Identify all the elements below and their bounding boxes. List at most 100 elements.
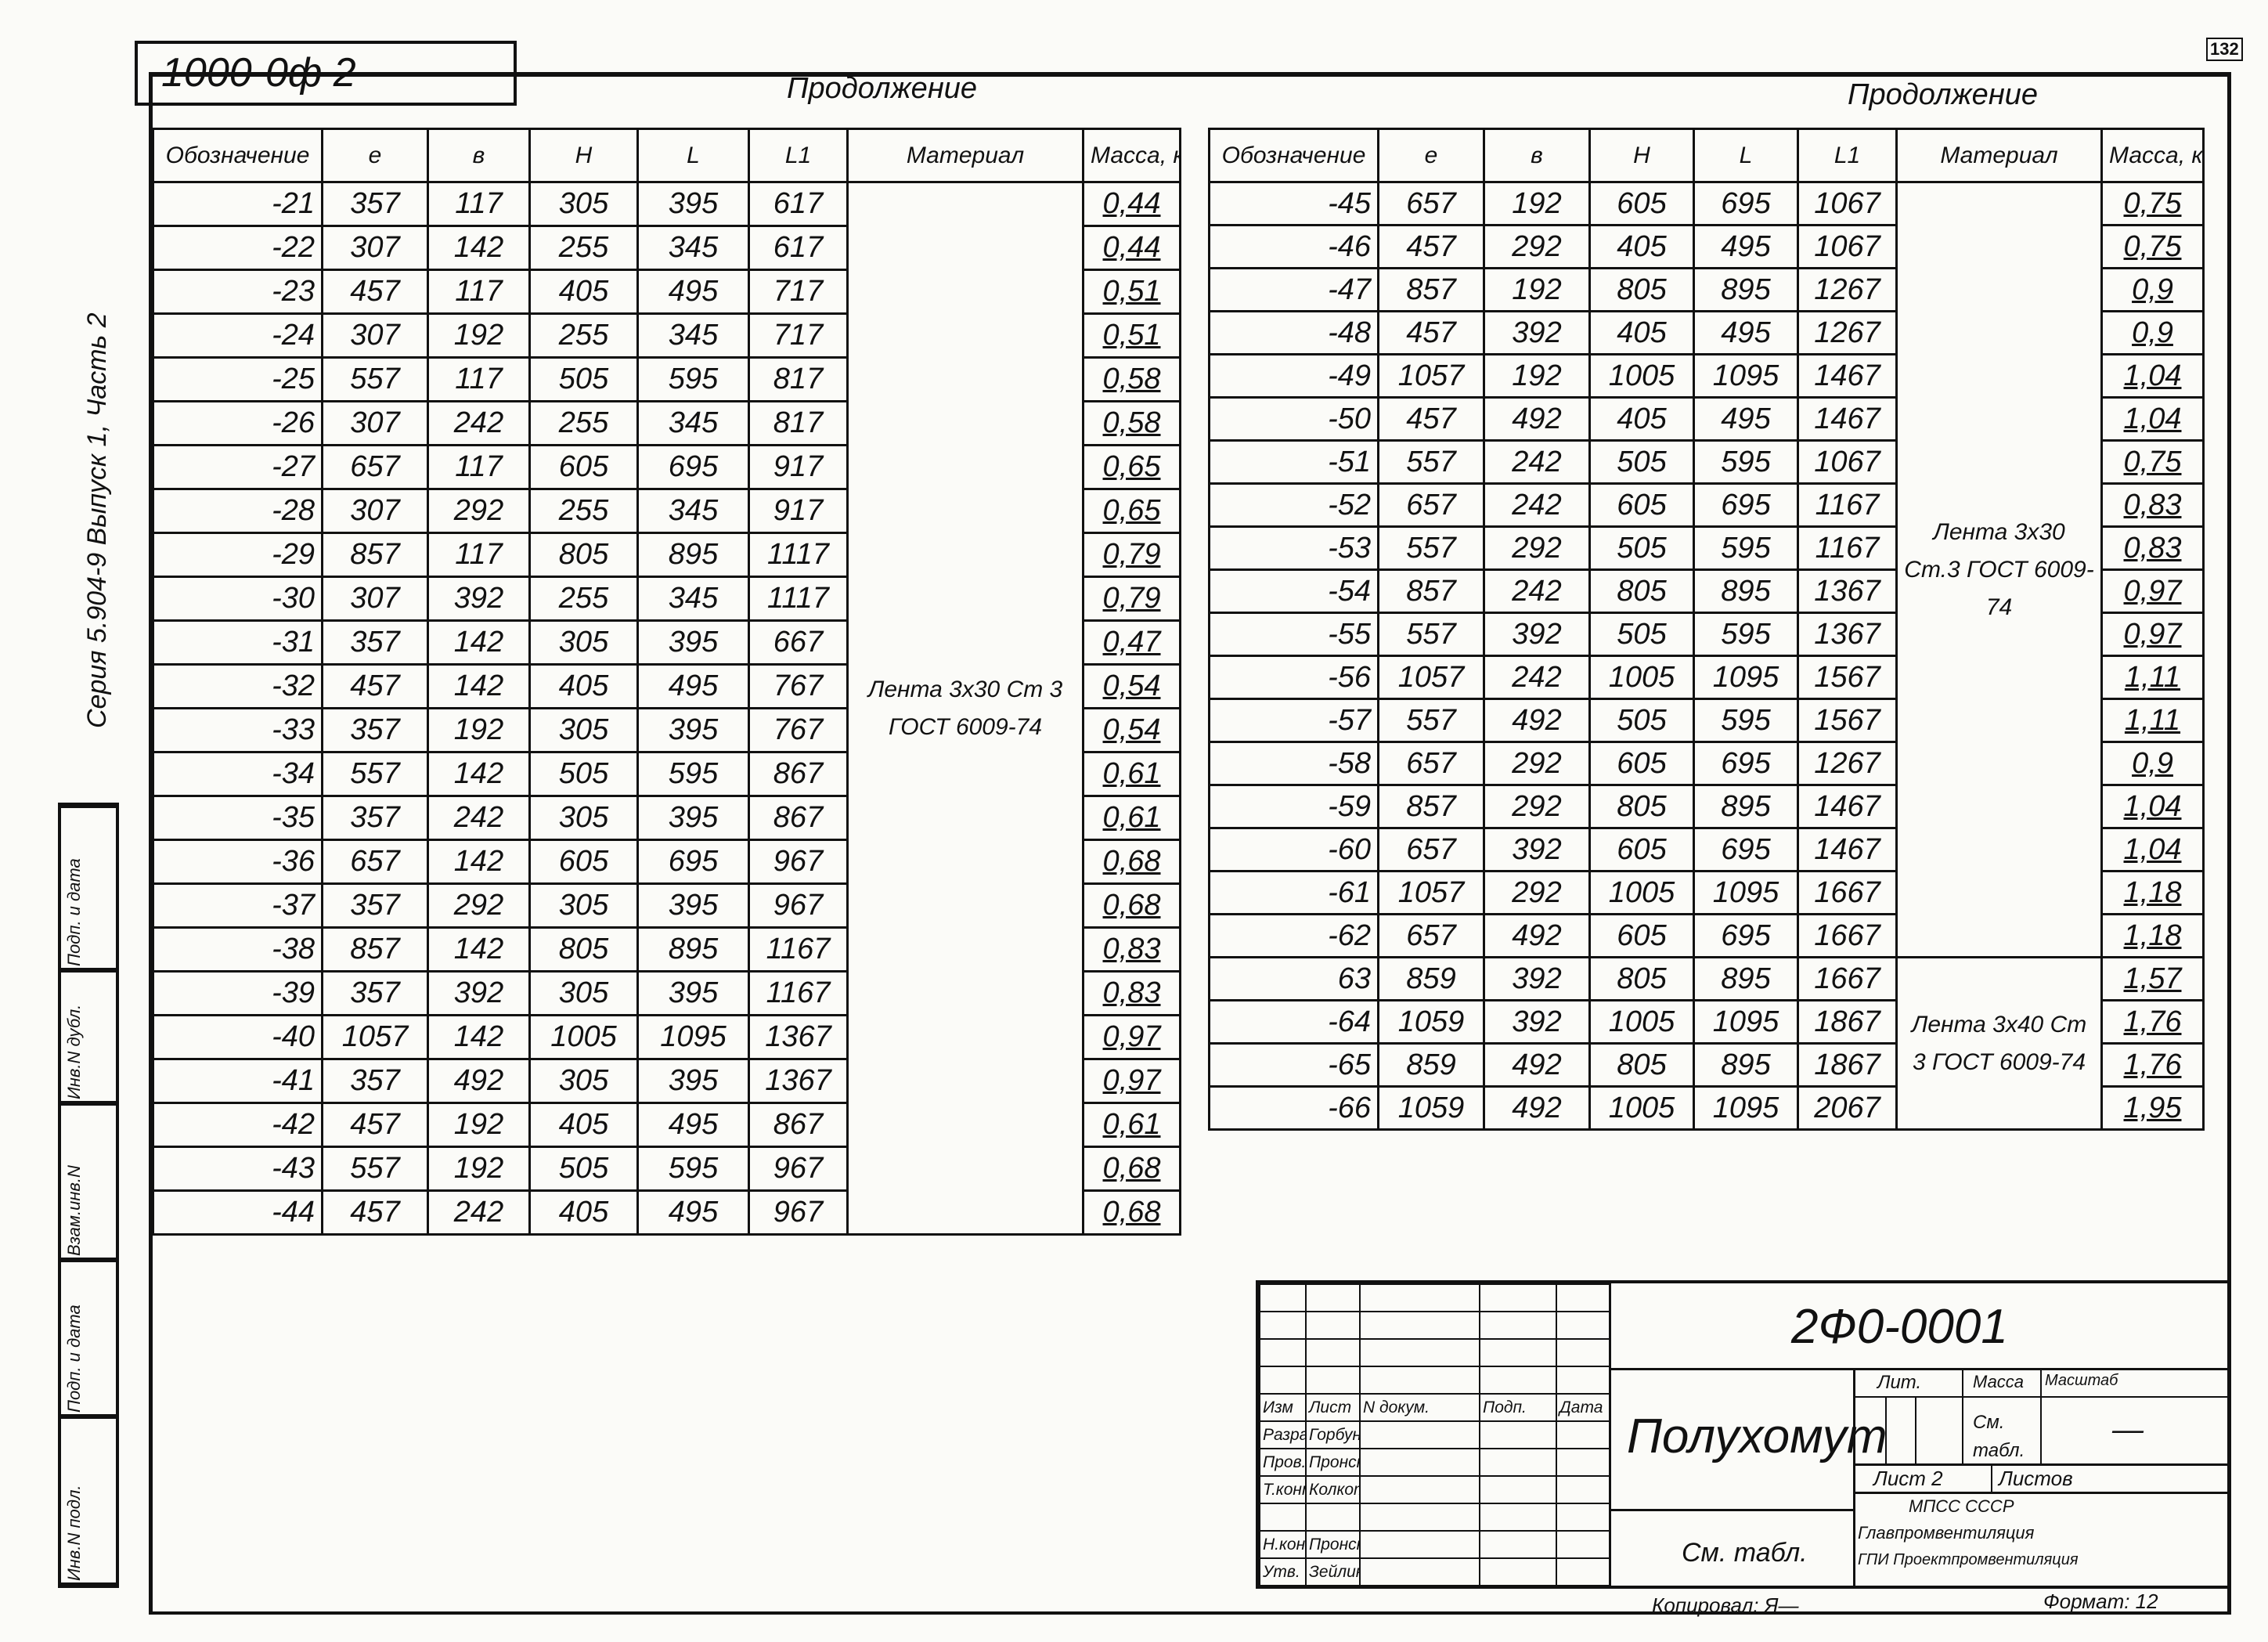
revision-cell [1479,1420,1557,1449]
cell-mass: 0,61 [1082,795,1181,841]
cell-h: 1005 [1588,353,1695,399]
cell-h: 505 [528,356,639,402]
cell-designation: -56 [1208,655,1379,700]
cell-e: 857 [1377,784,1485,829]
column-header-designation: Обозначение [152,128,323,183]
material-text: Лента 3x40 Ст 3 ГОСТ 6009-74 [1911,1011,2087,1075]
cell-l: 1095 [636,1014,750,1060]
cell-designation: -53 [1208,525,1379,571]
cell-b: 392 [427,576,531,622]
revision-cell: Горбунова [1305,1420,1361,1449]
cell-l1: 1117 [748,576,849,622]
revision-cell: Т.контр. [1259,1475,1307,1504]
cell-l: 695 [1693,741,1799,786]
cell-b: 242 [427,1189,531,1236]
cell-mass: 0,97 [2100,612,2205,657]
cell-e: 357 [321,181,429,227]
revision-cell [1305,1503,1361,1532]
cell-l1: 1267 [1797,267,1898,312]
cell-designation: -21 [152,181,323,227]
revision-row: Утв.Зейликман [1259,1557,1610,1586]
revision-cell [1479,1475,1557,1504]
table-row: -44 457 242 405 495 967 0,68 [152,1189,1181,1236]
cell-h: 305 [528,970,639,1016]
table-row: -43 557 192 505 595 967 0,68 [152,1146,1181,1192]
cell-mass: 0,65 [1082,488,1181,534]
cell-h: 805 [1588,956,1695,1001]
cell-b: 192 [427,1102,531,1148]
cell-l1: 1167 [748,926,849,973]
cell-l: 695 [1693,181,1799,226]
table-row: -66 1059 492 1005 1095 2067 1,95 [1208,1085,2205,1131]
revision-cell: Дата [1556,1393,1610,1422]
table-row: -48 457 392 405 495 1267 0,9 [1208,310,2205,355]
revision-cell [1556,1283,1610,1312]
cell-mass: 0,9 [2100,741,2205,786]
cell-l1: 617 [748,181,849,227]
cell-b: 292 [1483,741,1591,786]
table-row: -65 859 492 805 895 1867 1,76 [1208,1042,2205,1088]
revision-cell: Пронский [1305,1530,1361,1559]
revision-cell [1359,1557,1480,1586]
cell-designation: -28 [152,488,323,534]
cell-mass: 0,44 [1082,225,1181,271]
table-row: -34 557 142 505 595 867 0,61 [152,751,1181,797]
cell-l: 595 [636,1146,750,1192]
cell-designation: -46 [1208,224,1379,269]
cell-l1: 617 [748,225,849,271]
cell-h: 255 [528,312,639,359]
cell-h: 605 [1588,827,1695,872]
cell-mass: 0,51 [1082,312,1181,359]
table-row: -24 307 192 255 345 717 0,51 [152,312,1181,359]
cell-mass: 0,97 [2100,568,2205,614]
cell-designation: -52 [1208,482,1379,528]
cell-l: 1095 [1693,1085,1799,1131]
revision-row: Пров.Пронский [1259,1448,1610,1477]
cell-mass: 1,04 [2100,396,2205,442]
material-text: Лента 3x30 Ст 3 ГОСТ 6009-74 [867,676,1063,740]
table-row: -21 357 117 305 395 617 Лента 3x30 Ст 3 ГОСТ 6… [152,181,1181,1236]
cell-l: 1095 [1693,353,1799,399]
table-row: -31 357 142 305 395 667 0,47 [152,619,1181,666]
cell-l1: 1367 [1797,568,1898,614]
revision-cell [1556,1366,1610,1395]
table-row: -38 857 142 805 895 1167 0,83 [152,926,1181,973]
cell-l1: 1167 [1797,482,1898,528]
cell-h: 805 [528,926,639,973]
revision-cell [1479,1557,1557,1586]
revision-cell [1359,1283,1480,1312]
cell-l: 895 [1693,568,1799,614]
cell-e: 857 [321,926,429,973]
cell-b: 492 [1483,1042,1591,1088]
cell-designation: 63 [1208,956,1379,1001]
margin-box-label: Взам.инв.N [64,1165,84,1256]
scale-value: — [2112,1413,2144,1447]
margin-box-label: Инв.N подл. [64,1485,84,1581]
revision-cell [1556,1475,1610,1504]
revision-cell [1556,1338,1610,1367]
cell-l1: 1867 [1797,999,1898,1045]
cell-l: 395 [636,795,750,841]
table-row: -64 1059 392 1005 1095 1867 1,76 [1208,999,2205,1045]
cell-designation: -62 [1208,913,1379,958]
cell-b: 392 [1483,956,1591,1001]
cell-h: 505 [528,751,639,797]
table-row: -26 307 242 255 345 817 0,58 [152,400,1181,446]
cell-designation: -42 [152,1102,323,1148]
table-row: -54 857 242 805 895 1367 0,97 [1208,568,2205,614]
column-header-l: L [636,128,750,183]
cell-l1: 1567 [1797,655,1898,700]
cell-designation: -47 [1208,267,1379,312]
cell-e: 357 [321,795,429,841]
cell-l1: 1067 [1797,439,1898,485]
mass-label: Масса [1973,1372,2025,1391]
cell-b: 492 [1483,1085,1591,1131]
cell-material: Лента 3x30 Ст 3 ГОСТ 6009-74 [846,181,1084,1236]
copied-by: Копировал: Я— [1652,1593,1799,1617]
org-ministry: МПСС СССР [1909,1496,2014,1516]
table-row: -46 457 292 405 495 1067 0,75 [1208,224,2205,269]
cell-b: 142 [427,619,531,666]
cell-designation: -44 [152,1189,323,1236]
revision-cell [1305,1366,1361,1395]
